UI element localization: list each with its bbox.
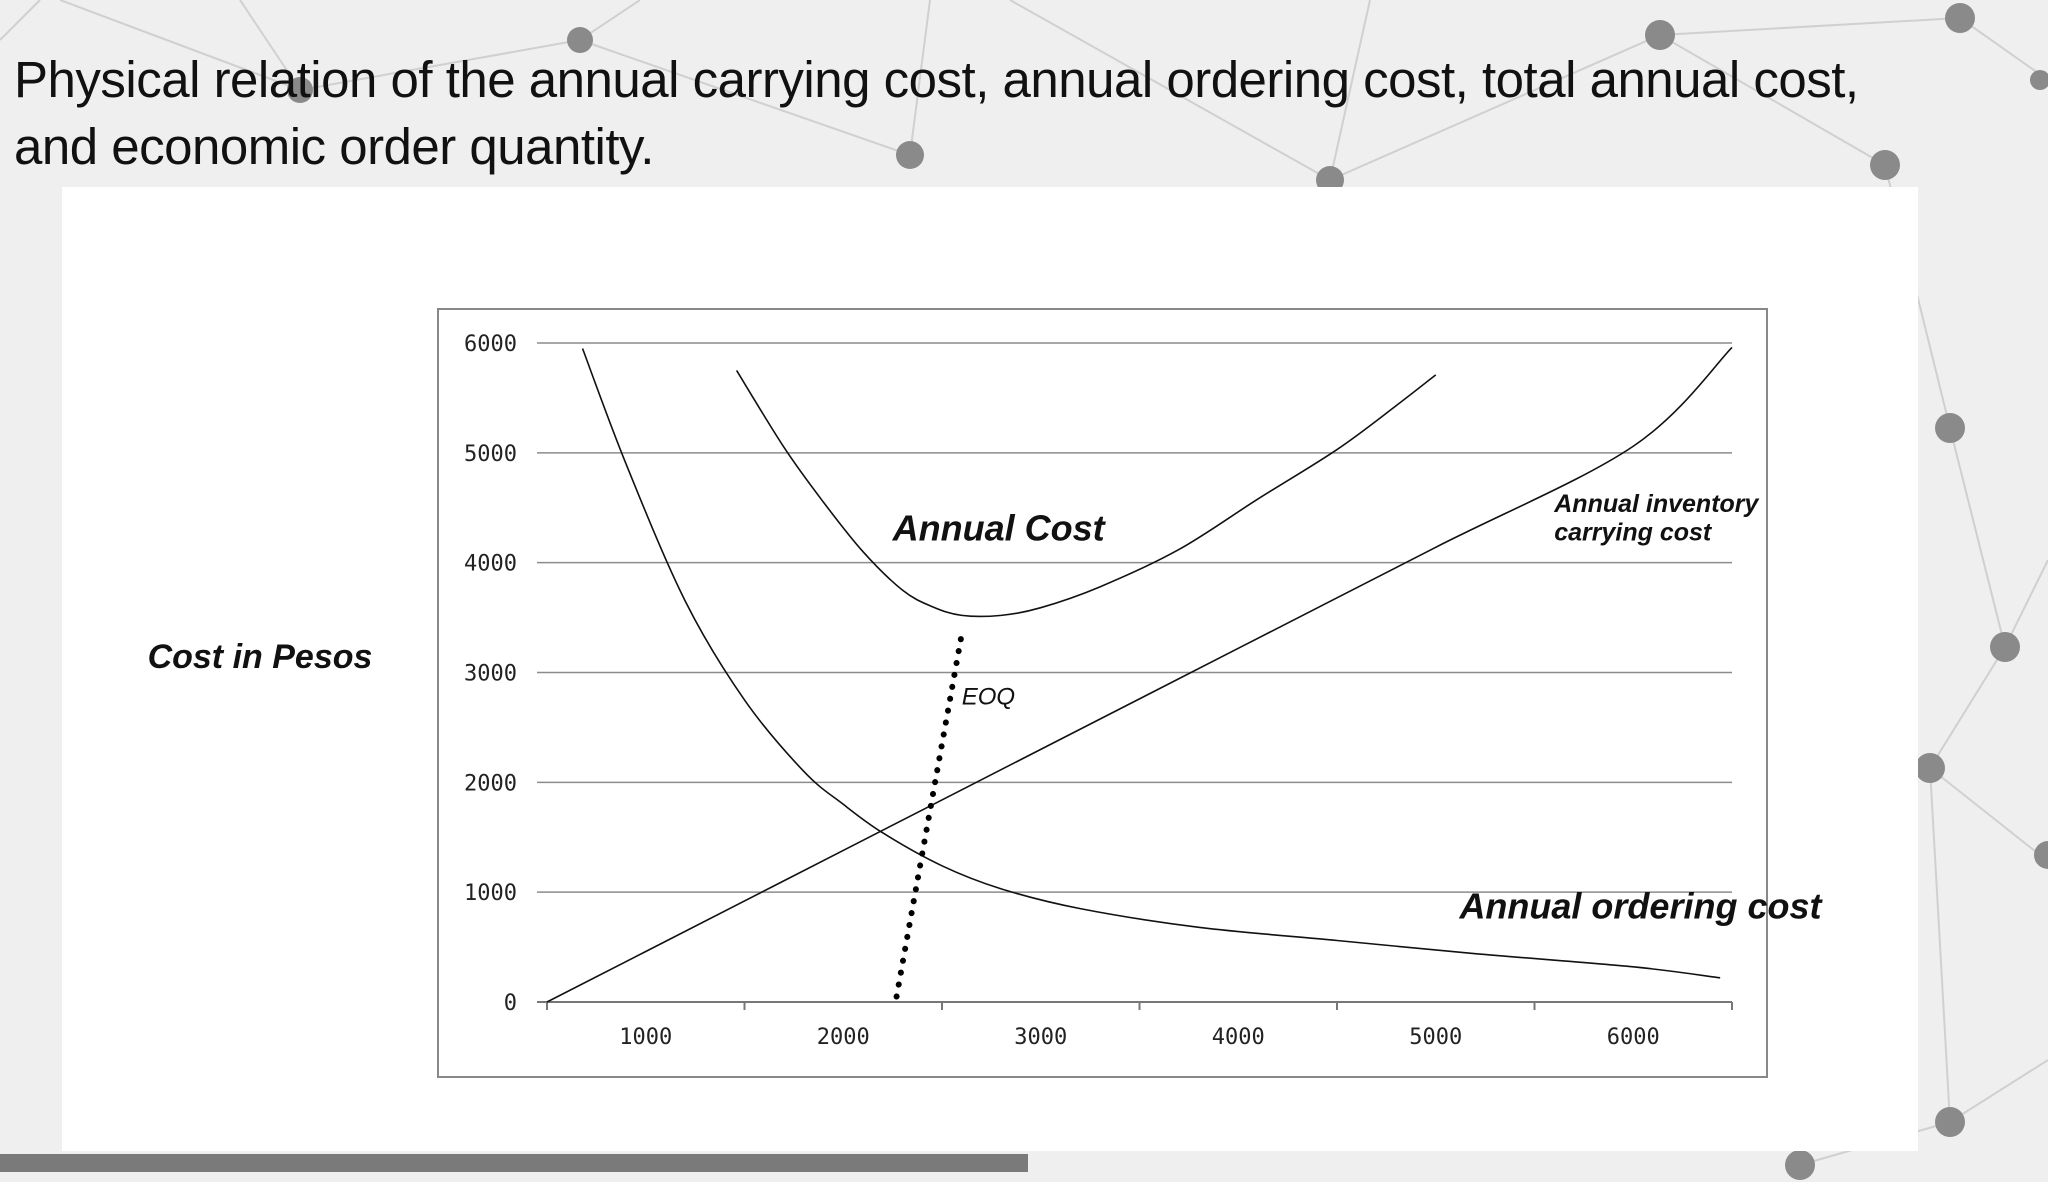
x-tick-label: 3000 [1014, 1025, 1067, 1050]
x-tick-label: 2000 [817, 1025, 870, 1050]
series-layer [546, 346, 1733, 1003]
x-tick-label: 6000 [1607, 1025, 1660, 1050]
eoq-label: EOQ [962, 683, 1015, 710]
chart-plot-frame [437, 308, 1768, 1078]
chart-figure-panel: 0 1000 2000 3000 4000 5000 6000 1000 2000 3000 400… [62, 187, 1918, 1151]
x-tick-label: 4000 [1212, 1025, 1265, 1050]
cost-chart: 0 1000 2000 3000 4000 5000 6000 1000 2000 3000 400… [148, 308, 1824, 1078]
annual-cost-curve [735, 370, 1437, 618]
x-tick-label: 5000 [1409, 1025, 1462, 1050]
y-tick-label: 0 [504, 991, 517, 1016]
slide-title: Physical relation of the annual carrying… [14, 46, 2034, 180]
axis-layer: 0 1000 2000 3000 4000 5000 6000 1000 2000 3000 400… [464, 332, 1733, 1050]
carrying-cost-label-line-1: Annual inventory [1553, 490, 1759, 518]
y-tick-label: 2000 [464, 771, 517, 796]
ordering-cost-curve [581, 348, 1721, 979]
carrying-cost-label-line-2: carrying cost [1554, 519, 1713, 547]
annual-cost-label: Annual Cost [892, 508, 1107, 549]
slide-title-line-2: and economic order quantity. [14, 118, 654, 175]
ordering-cost-label: Annual ordering cost [1458, 886, 1823, 927]
carrying-cost-line [546, 346, 1733, 1003]
y-tick-label: 4000 [464, 552, 517, 577]
y-axis-label: Cost in Pesos [148, 638, 373, 676]
y-tick-label: 5000 [464, 442, 517, 467]
y-tick-label: 3000 [464, 662, 517, 687]
y-tick-label: 6000 [464, 332, 517, 357]
y-tick-label: 1000 [464, 881, 517, 906]
eoq-dotted-line [893, 631, 965, 1000]
grid-layer [537, 342, 1732, 893]
x-tick-label: 1000 [619, 1025, 672, 1050]
slide-title-line-1: Physical relation of the annual carrying… [14, 51, 1859, 108]
slide-bottom-bar [0, 1154, 1028, 1172]
